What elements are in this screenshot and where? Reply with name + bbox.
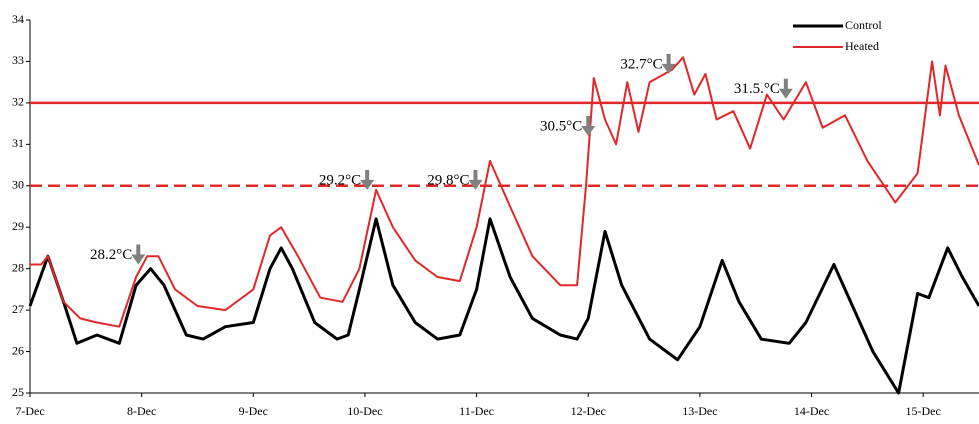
x-tick-label: 7-Dec	[15, 404, 44, 418]
y-tick-label: 31	[12, 136, 24, 150]
x-tick-label: 15-Dec	[906, 404, 941, 418]
line-series	[30, 56, 979, 328]
y-tick-label: 32	[12, 95, 24, 109]
annotation-arrow	[661, 53, 676, 74]
annotation-arrow	[778, 78, 793, 99]
y-tick-label: 29	[12, 219, 24, 233]
annotation-label: 29.2°C	[319, 172, 361, 188]
y-tick-label: 30	[12, 178, 24, 192]
annotation-arrow	[581, 116, 596, 137]
y-tick-label: 25	[12, 385, 24, 399]
x-tick-label: 14-Dec	[794, 404, 829, 418]
annotation-label: 32.7°C	[620, 56, 662, 72]
annotation-label: 29.8°C	[427, 172, 469, 188]
annotation-label: 31.5.°C	[734, 81, 780, 97]
line-series	[28, 217, 979, 395]
x-tick-label: 8-Dec	[127, 404, 156, 418]
x-tick-label: 11-Dec	[459, 404, 494, 418]
y-tick-label: 26	[12, 343, 24, 357]
x-tick-label: 10-Dec	[347, 404, 382, 418]
annotation-label: 28.2°C	[90, 247, 132, 263]
y-tick-label: 33	[12, 53, 24, 67]
x-tick-label: 13-Dec	[682, 404, 717, 418]
annotation-arrow	[360, 169, 375, 190]
y-tick-label: 34	[12, 12, 24, 26]
annotation-label: 30.5°C	[540, 118, 582, 134]
annotation-arrow	[131, 244, 146, 265]
x-tick-label: 12-Dec	[571, 404, 606, 418]
legend-label: Heated	[845, 39, 879, 53]
annotation-arrow	[468, 169, 483, 190]
y-tick-label: 27	[12, 302, 24, 316]
legend-label: Control	[845, 18, 882, 32]
x-tick-label: 9-Dec	[239, 404, 268, 418]
y-tick-label: 28	[12, 260, 24, 274]
